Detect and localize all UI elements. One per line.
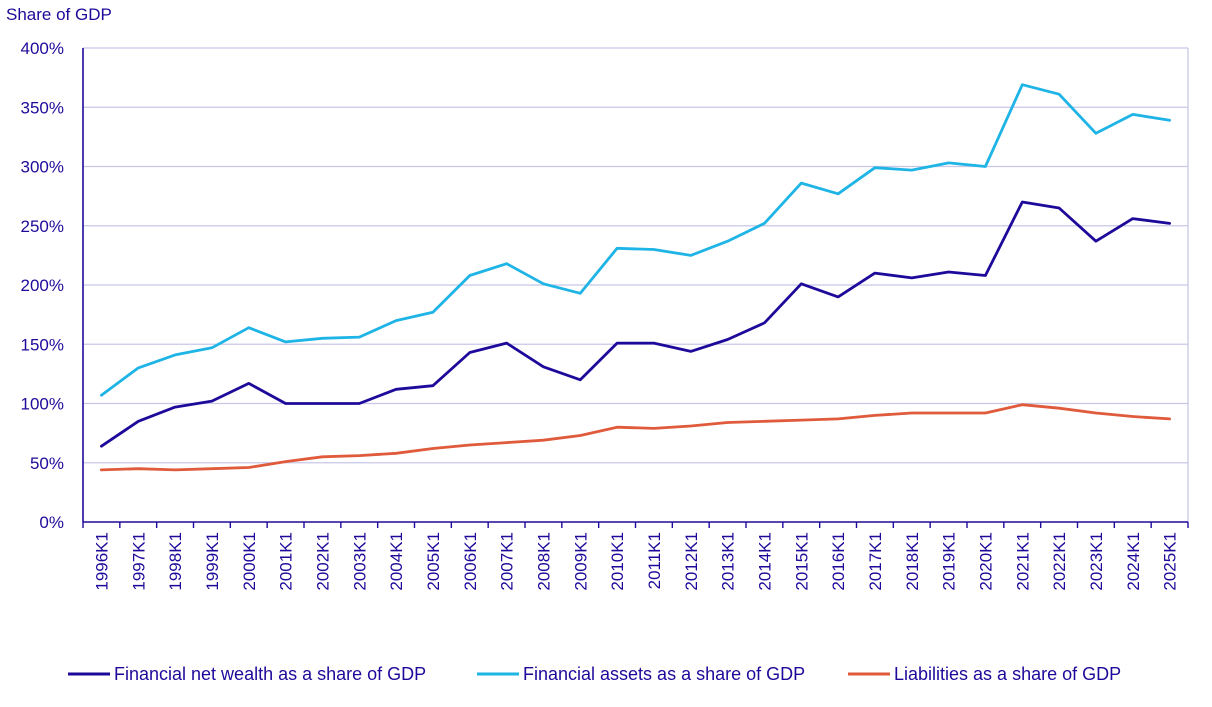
x-tick-label: 2016K1 bbox=[829, 532, 848, 591]
y-axis-title: Share of GDP bbox=[6, 5, 112, 24]
x-tick-label: 1997K1 bbox=[129, 532, 148, 591]
x-tick-label: 2023K1 bbox=[1087, 532, 1106, 591]
gridlines bbox=[83, 47, 1189, 522]
x-tick-label: 2011K1 bbox=[645, 532, 664, 589]
legend-label: Liabilities as a share of GDP bbox=[894, 664, 1121, 684]
x-tick-label: 2018K1 bbox=[903, 532, 922, 591]
y-tick-label: 200% bbox=[21, 276, 64, 295]
x-tick-label: 2000K1 bbox=[240, 532, 259, 591]
x-tick-label: 2005K1 bbox=[424, 532, 443, 591]
x-tick-label: 2015K1 bbox=[792, 532, 811, 591]
x-tick-label: 2013K1 bbox=[719, 532, 738, 591]
x-tick-label: 2008K1 bbox=[534, 532, 553, 591]
x-tick-label: 2002K1 bbox=[313, 532, 332, 591]
axes: 0% 50% 100% 150% 200% 250% 300% 350% 400% 1996K1 1… bbox=[21, 39, 1189, 591]
x-tick-label: 2001K1 bbox=[277, 532, 296, 591]
series-line bbox=[100, 83, 1171, 397]
y-tick-label: 250% bbox=[21, 217, 64, 236]
x-tick-label: 2009K1 bbox=[571, 532, 590, 591]
y-tick-label: 150% bbox=[21, 335, 64, 354]
series-lines bbox=[100, 83, 1171, 472]
x-tick-label: 2007K1 bbox=[498, 532, 517, 591]
legend-label: Financial assets as a share of GDP bbox=[523, 664, 805, 684]
x-tick-label: 2020K1 bbox=[976, 532, 995, 591]
x-tick-label: 2004K1 bbox=[387, 532, 406, 591]
x-tick-label: 1999K1 bbox=[203, 532, 222, 591]
x-tick-label: 2017K1 bbox=[866, 532, 885, 591]
x-tick-label: 2022K1 bbox=[1050, 532, 1069, 591]
x-tick-label: 1996K1 bbox=[92, 532, 111, 591]
series-line bbox=[100, 403, 1171, 472]
y-tick-label: 400% bbox=[21, 39, 64, 58]
legend-label: Financial net wealth as a share of GDP bbox=[114, 664, 426, 684]
x-tick-label: 2014K1 bbox=[755, 532, 774, 591]
y-tick-label: 350% bbox=[21, 98, 64, 117]
x-tick-label: 2019K1 bbox=[940, 532, 959, 591]
legend: Financial net wealth as a share of GDP Fi… bbox=[68, 664, 1121, 684]
x-tick-label: 1998K1 bbox=[166, 532, 185, 591]
x-tick-label: 2021K1 bbox=[1013, 532, 1032, 591]
x-tick-label: 2003K1 bbox=[350, 532, 369, 591]
y-tick-label: 50% bbox=[30, 454, 64, 473]
x-tick-label: 2025K1 bbox=[1161, 532, 1180, 591]
y-tick-label: 300% bbox=[21, 158, 64, 177]
y-tick-label: 0% bbox=[39, 513, 64, 532]
x-tick-label: 2006K1 bbox=[461, 532, 480, 591]
x-tick-label: 2012K1 bbox=[682, 532, 701, 591]
x-tick-label: 2024K1 bbox=[1124, 532, 1143, 591]
y-tick-label: 100% bbox=[21, 395, 64, 414]
series-line bbox=[100, 200, 1171, 448]
x-tick-label: 2010K1 bbox=[608, 532, 627, 591]
